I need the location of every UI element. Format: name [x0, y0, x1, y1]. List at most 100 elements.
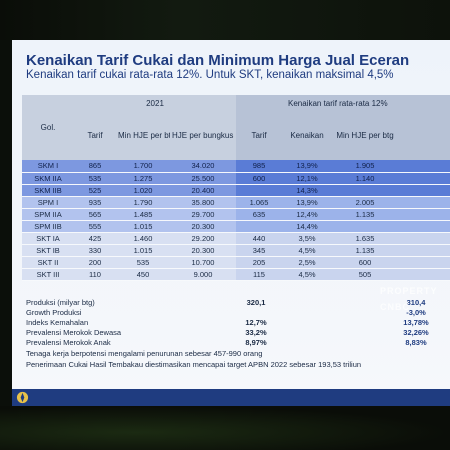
cell-gol: SKM IIB: [22, 184, 74, 197]
summary-row: Produksi (milyar btg) 320,1 310,4: [26, 298, 446, 308]
cell-kenaikan: 13,9%: [282, 196, 332, 209]
cell-tarif: 935: [74, 196, 116, 209]
cell-gol: SPM IIA: [22, 208, 74, 221]
table-row: SPM I 935 1.790 35.800 1.065 13,9% 2.005: [22, 196, 450, 209]
cell-gol: SKT IA: [22, 232, 74, 245]
cell-min-hje: 535: [116, 256, 170, 269]
cell-kenaikan: 14,3%: [282, 184, 332, 197]
cell-tarif: 425: [74, 232, 116, 245]
cell-hje-bungkus: 35.800: [170, 196, 236, 209]
cell-gol: SKT III: [22, 268, 74, 281]
summary-value-new: 13,78%: [403, 318, 429, 327]
cell-empty: [398, 232, 450, 245]
summary-value-2021: 33,2%: [245, 328, 267, 337]
cell-hje-bungkus: 29.200: [170, 232, 236, 245]
summary-value-new: 32,26%: [403, 328, 429, 337]
ministry-emblem-icon: [16, 391, 29, 404]
cell-hje-bungkus: 25.500: [170, 172, 236, 185]
cell-gol: SPM IIB: [22, 220, 74, 233]
summary-row: Growth Produksi -3,0%: [26, 308, 446, 318]
summary-row: Prevalensi Merokok Dewasa 33,2% 32,26%: [26, 328, 446, 338]
cell-min-hje: 1.015: [116, 244, 170, 257]
slide-subtitle: Kenaikan tarif cukai rata-rata 12%. Untu…: [26, 69, 394, 81]
table-row: SKM IIB 525 1.020 20.400 14,3%: [22, 184, 450, 197]
cell-min-hje-new: 505: [332, 268, 398, 281]
cell-kenaikan: 4,5%: [282, 244, 332, 257]
cell-kenaikan: 14,4%: [282, 220, 332, 233]
cell-empty: [398, 172, 450, 185]
cell-tarif-new: 600: [236, 172, 282, 185]
table-row: SKT IB 330 1.015 20.300 345 4,5% 1.135: [22, 244, 450, 257]
background-bottom: [0, 406, 450, 450]
cell-hje-bungkus: 20.300: [170, 244, 236, 257]
cell-tarif-new: 115: [236, 268, 282, 281]
cell-empty: [398, 184, 450, 197]
cell-min-hje-new: [332, 184, 398, 197]
cell-min-hje: 1.485: [116, 208, 170, 221]
cell-tarif-new: 440: [236, 232, 282, 245]
summary-label: Produksi (milyar btg): [26, 298, 95, 307]
cell-hje-bungkus: 10.700: [170, 256, 236, 269]
cell-empty: [398, 220, 450, 233]
tariff-table: Gol. 2021 Kenaikan tarif rata-rata 12% T…: [22, 95, 450, 281]
cell-tarif: 535: [74, 172, 116, 185]
note-employment: Tenaga kerja berpotensi mengalami penuru…: [26, 349, 263, 358]
table-row: SKM I 865 1.700 34.020 985 13,9% 1.905: [22, 160, 450, 173]
table-row: SKT II 200 535 10.700 205 2,5% 600: [22, 256, 450, 269]
cell-tarif-new: 985: [236, 160, 282, 173]
summary-label: Prevalensi Merokok Anak: [26, 338, 111, 347]
cell-tarif: 200: [74, 256, 116, 269]
cell-min-hje: 450: [116, 268, 170, 281]
cell-tarif-new: 345: [236, 244, 282, 257]
cell-min-hje: 1.015: [116, 220, 170, 233]
cell-kenaikan: 4,5%: [282, 268, 332, 281]
cell-min-hje: 1.460: [116, 232, 170, 245]
cell-kenaikan: 2,5%: [282, 256, 332, 269]
table-row: SPM IIB 555 1.015 20.300 14,4%: [22, 220, 450, 233]
slide-title: Kenaikan Tarif Cukai dan Minimum Harga J…: [26, 52, 410, 69]
background-top: [0, 0, 450, 40]
cell-min-hje-new: 1.635: [332, 232, 398, 245]
cell-kenaikan: 3,5%: [282, 232, 332, 245]
table-row: SKT III 110 450 9.000 115 4,5% 505: [22, 268, 450, 281]
cell-empty: [398, 160, 450, 173]
summary-value-new: 8,83%: [405, 338, 427, 347]
cell-empty: [398, 244, 450, 257]
cell-min-hje-new: 1.135: [332, 244, 398, 257]
table-row: SKT IA 425 1.460 29.200 440 3,5% 1.635: [22, 232, 450, 245]
cell-gol: SPM I: [22, 196, 74, 209]
presentation-slide: Kenaikan Tarif Cukai dan Minimum Harga J…: [12, 40, 450, 406]
table-row: SPM IIA 565 1.485 29.700 635 12,4% 1.135: [22, 208, 450, 221]
cell-tarif-new: [236, 184, 282, 197]
col-header-hje-bungkus: HJE per bungkus (20 btg): [170, 112, 236, 160]
cell-tarif: 565: [74, 208, 116, 221]
col-header-tarif-new: Tarif: [236, 112, 282, 160]
cell-tarif: 110: [74, 268, 116, 281]
col-header-kenaikan: Kenaikan: [282, 112, 332, 160]
cell-kenaikan: 12,1%: [282, 172, 332, 185]
cell-empty: [398, 268, 450, 281]
summary-value-2021: 320,1: [246, 298, 266, 307]
summary-value-2021: 8,97%: [245, 338, 267, 347]
summary-label: Indeks Kemahalan: [26, 318, 89, 327]
group-header-increase: Kenaikan tarif rata-rata 12%: [236, 95, 450, 112]
cell-tarif-new: 1.065: [236, 196, 282, 209]
group-header-2021: 2021: [74, 95, 236, 112]
cell-gol: SKM IIA: [22, 172, 74, 185]
watermark-line1: PROPERTY: [380, 286, 438, 296]
cell-gol: SKT II: [22, 256, 74, 269]
cell-min-hje: 1.790: [116, 196, 170, 209]
cell-hje-bungkus: 29.700: [170, 208, 236, 221]
summary-value-new: 310,4: [406, 298, 426, 307]
watermark: PROPERTY CNBC: [380, 283, 450, 317]
col-header-min-hje: Min HJE per btg: [116, 112, 170, 160]
cell-min-hje-new: 600: [332, 256, 398, 269]
cell-gol: SKM I: [22, 160, 74, 173]
cell-min-hje-new: 1.140: [332, 172, 398, 185]
summary-row: Prevalensi Merokok Anak 8,97% 8,83%: [26, 338, 446, 348]
footer-bar: [12, 389, 450, 406]
cell-kenaikan: 13,9%: [282, 160, 332, 173]
cell-tarif-new: [236, 220, 282, 233]
cell-hje-bungkus: 34.020: [170, 160, 236, 173]
cell-min-hje: 1.020: [116, 184, 170, 197]
